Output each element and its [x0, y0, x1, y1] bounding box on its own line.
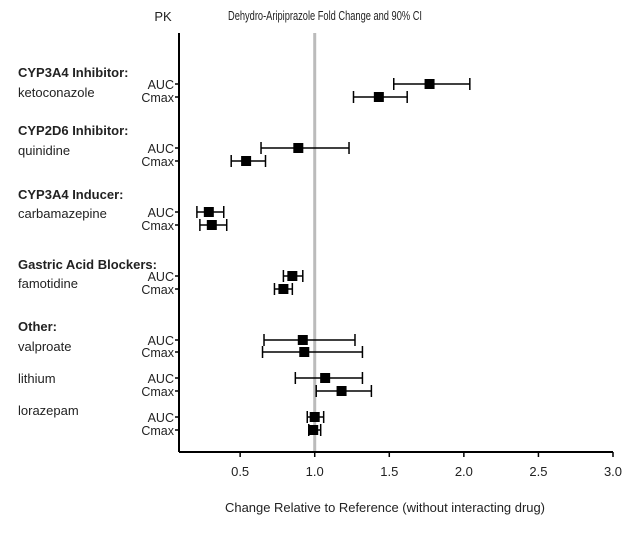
pk-label: Cmax: [141, 219, 174, 233]
x-tick-label: 0.5: [231, 464, 249, 479]
point-estimate-marker: [320, 373, 331, 383]
point-estimate-marker: [373, 92, 384, 102]
x-axis-label: Change Relative to Reference (without in…: [225, 500, 545, 515]
x-tick-label: 1.5: [380, 464, 398, 479]
x-tick-label: 2.0: [455, 464, 473, 479]
x-tick-label: 1.0: [306, 464, 324, 479]
drug-name: valproate: [18, 339, 71, 354]
point-estimate-marker: [293, 143, 304, 153]
drug-name: lorazepam: [18, 403, 79, 418]
pk-column-header: PK: [154, 9, 172, 24]
point-estimate-marker: [206, 220, 217, 230]
x-tick-label: 3.0: [604, 464, 622, 479]
pk-label: Cmax: [141, 283, 174, 297]
group-label: CYP2D6 Inhibitor:: [18, 123, 129, 138]
point-estimate-marker: [424, 79, 435, 89]
point-estimate-marker: [278, 284, 289, 294]
point-estimate-marker: [336, 386, 347, 396]
pk-label: Cmax: [141, 346, 174, 360]
pk-label: AUC: [148, 334, 174, 348]
drug-name: famotidine: [18, 276, 78, 291]
drug-name: ketoconazole: [18, 85, 95, 100]
drug-name: carbamazepine: [18, 206, 107, 221]
pk-label: AUC: [148, 411, 174, 425]
drug-name: quinidine: [18, 143, 70, 158]
group-label: CYP3A4 Inhibitor:: [18, 65, 129, 80]
point-estimate-marker: [287, 271, 298, 281]
pk-label: AUC: [148, 78, 174, 92]
point-estimate-marker: [203, 207, 214, 217]
drug-name: lithium: [18, 371, 56, 386]
point-estimate-marker: [241, 156, 252, 166]
x-tick-label: 2.5: [529, 464, 547, 479]
group-label: Other:: [18, 319, 57, 334]
chart-title: Dehydro-Aripiprazole Fold Change and 90%…: [228, 8, 422, 23]
pk-label: Cmax: [141, 424, 174, 438]
point-estimate-marker: [297, 335, 308, 345]
point-estimate-marker: [299, 347, 310, 357]
point-estimate-marker: [309, 412, 320, 422]
point-estimate-marker: [308, 425, 319, 435]
pk-label: AUC: [148, 206, 174, 220]
pk-label: AUC: [148, 142, 174, 156]
group-label: Gastric Acid Blockers:: [18, 257, 157, 272]
pk-label: Cmax: [141, 155, 174, 169]
pk-label: AUC: [148, 372, 174, 386]
group-label: CYP3A4 Inducer:: [18, 187, 123, 202]
pk-label: AUC: [148, 270, 174, 284]
pk-label: Cmax: [141, 91, 174, 105]
pk-label: Cmax: [141, 385, 174, 399]
